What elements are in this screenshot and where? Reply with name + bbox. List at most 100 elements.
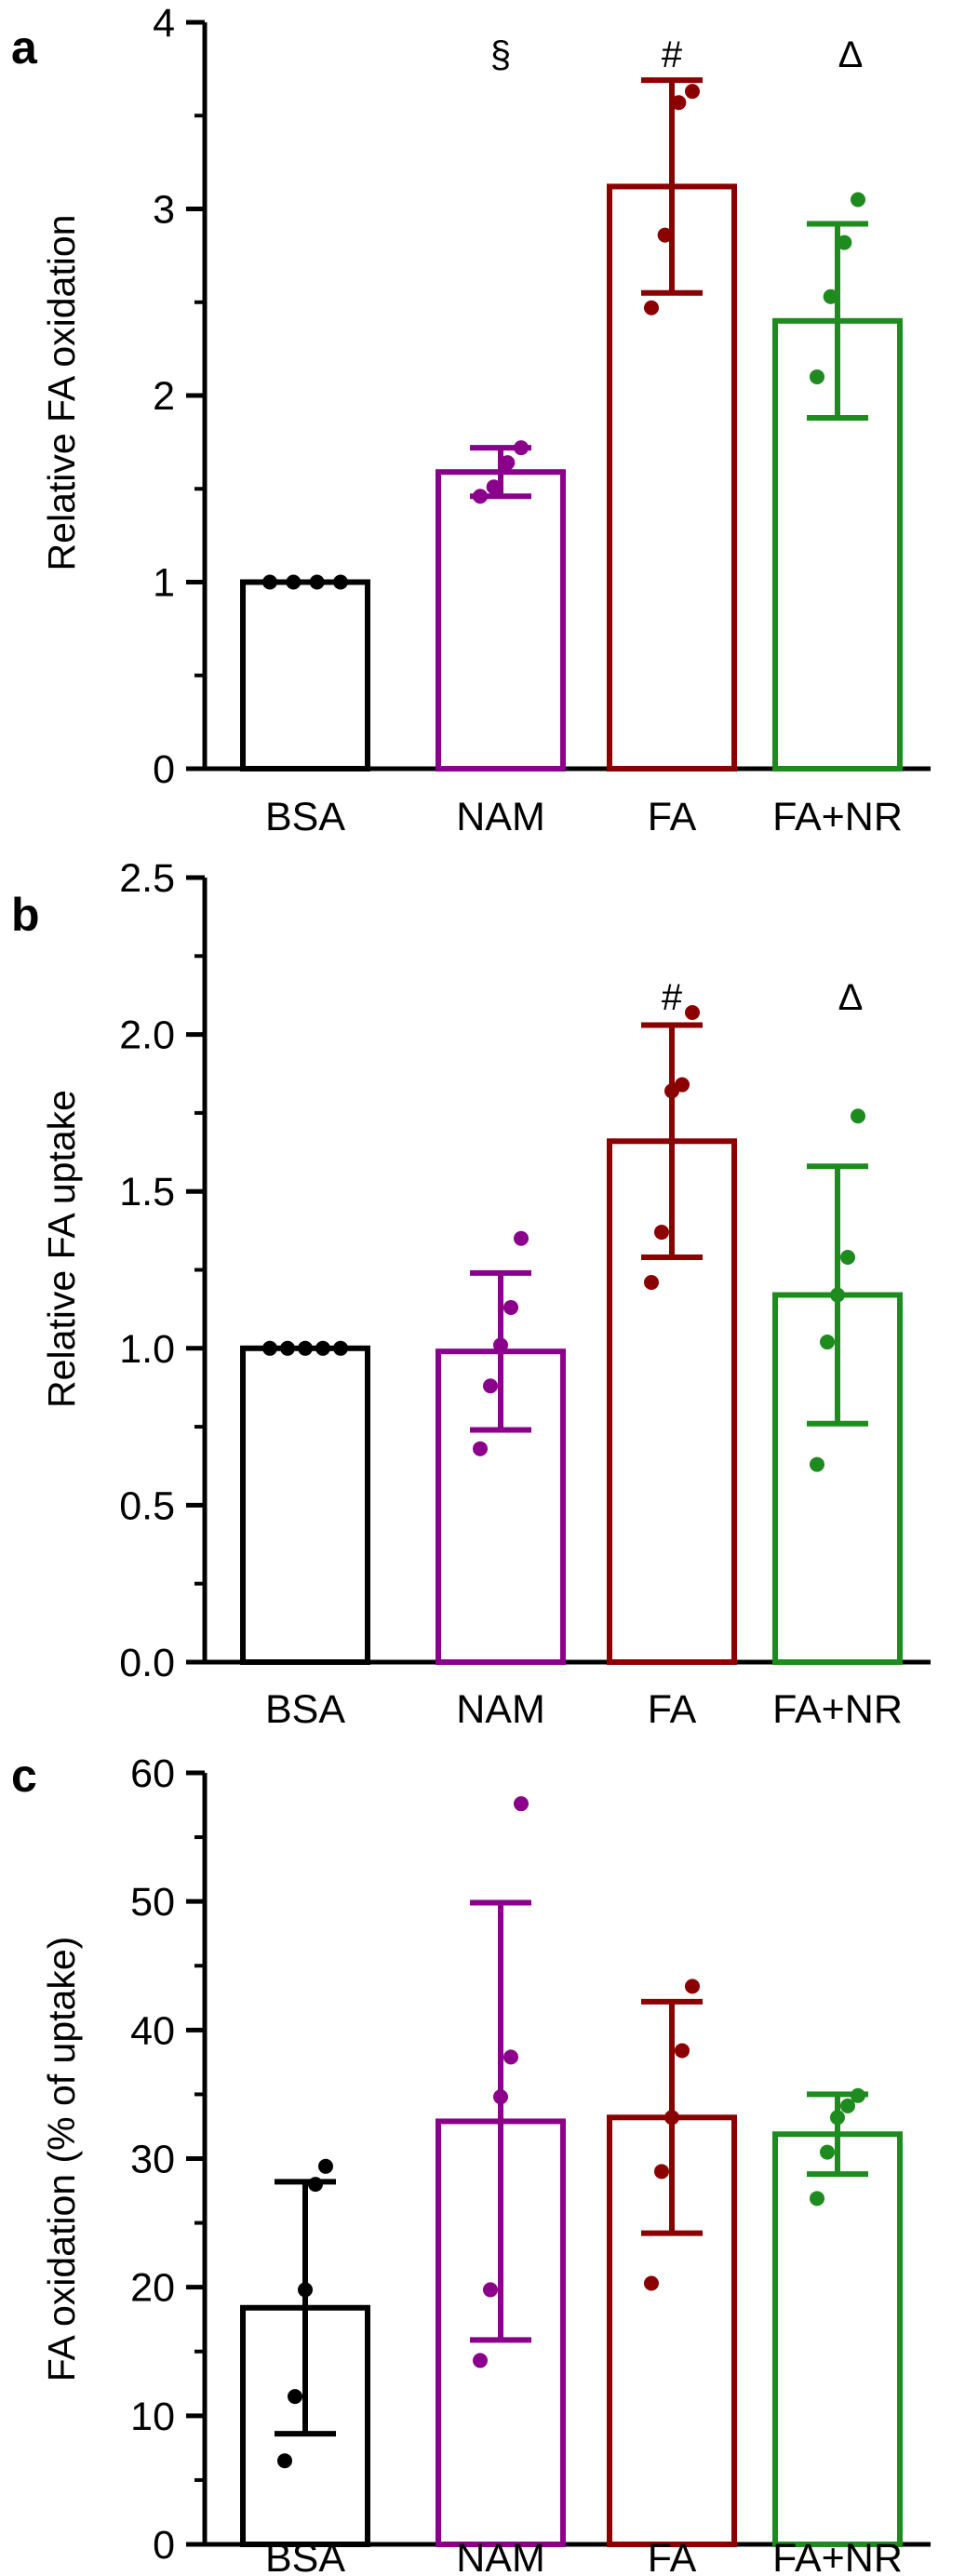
- data-point: [298, 2282, 313, 2298]
- data-point: [500, 455, 516, 471]
- x-axis-a: BSA NAM FA FA+NR: [265, 795, 903, 839]
- data-point: [685, 84, 700, 100]
- data-point: [851, 192, 865, 208]
- data-point: [514, 1796, 529, 1812]
- bar-nam: [436, 469, 566, 771]
- bar-bsa: [240, 1345, 370, 1666]
- data-point: [644, 300, 659, 315]
- data-point: [262, 1340, 277, 1356]
- data-point: [288, 2389, 302, 2405]
- data-point: [503, 2049, 518, 2065]
- x-tick-label: NAM: [456, 2536, 545, 2576]
- data-point: [823, 288, 838, 304]
- significance-marker: §: [490, 34, 511, 75]
- x-tick-label: FA: [648, 1687, 697, 1732]
- y-tick-label: 40: [130, 2008, 175, 2053]
- data-point: [318, 2158, 333, 2174]
- y-tick-label: 50: [130, 1880, 175, 1925]
- data-point: [483, 1378, 498, 1394]
- annotations-b: # Δ: [662, 977, 863, 1018]
- y-tick-label: 4: [153, 1, 175, 46]
- data-point: [810, 2191, 824, 2207]
- y-tick-label: 2.0: [119, 1013, 175, 1058]
- data-point: [503, 1299, 518, 1315]
- bar-bsa: [240, 579, 370, 771]
- y-axis-c: 0 10 20 30 40 50 60: [130, 1751, 931, 2568]
- panel-label-b: b: [11, 889, 40, 941]
- y-axis-label-a: Relative FA oxidation: [40, 215, 83, 571]
- x-tick-label: BSA: [265, 795, 345, 839]
- data-point: [851, 2087, 865, 2103]
- data-point: [483, 2282, 498, 2298]
- y-tick-label: 10: [130, 2395, 175, 2439]
- y-tick-label: 1.0: [119, 1327, 175, 1372]
- significance-marker: Δ: [838, 977, 864, 1018]
- y-tick-label: 60: [130, 1751, 175, 1796]
- data-point: [514, 1230, 529, 1246]
- bars-a: [240, 77, 903, 771]
- x-axis-c: BSA NAM FA FA+NR: [265, 2536, 903, 2576]
- bar-fa-plus-nr: [772, 2131, 903, 2547]
- annotations-a: § # Δ: [490, 34, 863, 75]
- panel-b-relative-fa-uptake: b Relative FA uptake 0.00.51.01.52.02.5 …: [11, 856, 931, 1732]
- y-tick-label: 1.5: [119, 1170, 175, 1214]
- data-point: [473, 489, 488, 504]
- data-point: [830, 1287, 845, 1303]
- data-point: [820, 2144, 835, 2160]
- data-point: [262, 574, 277, 590]
- data-point: [837, 235, 852, 250]
- y-tick-label: 0: [153, 747, 175, 792]
- panel-label-c: c: [11, 1750, 37, 1802]
- x-tick-label: NAM: [456, 795, 545, 839]
- data-point: [675, 2043, 690, 2059]
- data-point: [277, 2453, 292, 2469]
- data-point: [333, 574, 348, 590]
- data-point: [657, 227, 673, 243]
- data-point: [493, 2089, 508, 2105]
- x-tick-label: FA+NR: [772, 795, 903, 839]
- data-point: [514, 440, 529, 456]
- y-tick-label: 3: [153, 188, 175, 233]
- data-point: [644, 2275, 659, 2291]
- y-axis-a: 0 1 2 3 4: [153, 1, 931, 792]
- y-tick-label: 0: [153, 2523, 175, 2568]
- panel-a-relative-fa-oxidation: a Relative FA oxidation 0 1 2 3 4 BSA NAM FA FA…: [11, 1, 931, 839]
- panel-label-a: a: [11, 21, 38, 74]
- data-point: [298, 1340, 313, 1356]
- data-point: [473, 1441, 488, 1456]
- y-axis-label-b: Relative FA uptake: [40, 1090, 83, 1408]
- data-point: [810, 369, 824, 384]
- data-point: [840, 2098, 855, 2113]
- x-tick-label: NAM: [456, 1687, 545, 1732]
- data-point: [840, 1250, 855, 1266]
- data-point: [675, 1077, 690, 1093]
- data-point: [309, 574, 325, 590]
- y-tick-label: 30: [130, 2138, 175, 2182]
- data-point: [473, 2353, 488, 2368]
- data-point: [315, 1340, 330, 1356]
- data-point: [286, 574, 302, 590]
- y-tick-label: 1: [153, 561, 175, 606]
- data-point: [685, 1004, 700, 1020]
- x-tick-label: FA+NR: [772, 1687, 903, 1732]
- y-tick-label: 0.0: [119, 1641, 175, 1685]
- y-tick-label: 2: [153, 374, 175, 419]
- x-tick-label: BSA: [265, 2536, 345, 2576]
- y-tick-label: 0.5: [119, 1483, 175, 1528]
- significance-marker: #: [662, 977, 683, 1018]
- data-point: [308, 2177, 323, 2193]
- bars-c: [240, 1796, 903, 2548]
- panel-c-fa-oxidation-percent-uptake: c FA oxidation (% of uptake) 0 10 20 30 40 50…: [11, 1750, 931, 2576]
- data-point: [280, 1340, 295, 1356]
- significance-marker: #: [662, 34, 683, 75]
- data-point: [486, 479, 502, 495]
- bars-b: [240, 1004, 903, 1666]
- data-point: [810, 1456, 824, 1472]
- data-point: [830, 2110, 845, 2126]
- x-tick-label: FA: [648, 795, 697, 839]
- data-point: [493, 1337, 508, 1353]
- data-point: [685, 1979, 700, 1994]
- y-axis-label-c: FA oxidation (% of uptake): [40, 1937, 83, 2382]
- data-point: [654, 2164, 669, 2180]
